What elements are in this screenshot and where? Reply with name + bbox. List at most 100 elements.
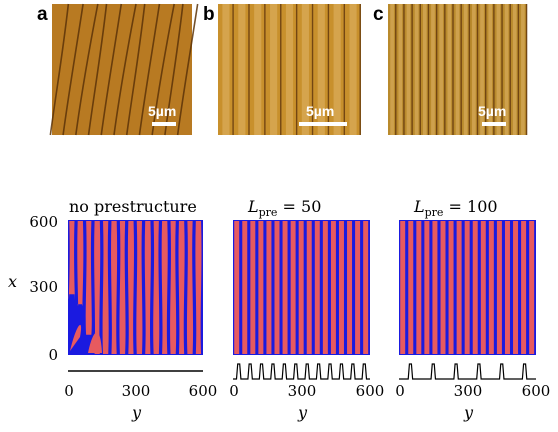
sim-title-lpre-50: Lpre = 50 (247, 197, 321, 219)
scale-bar-a (152, 122, 176, 126)
afm-stripe (49, 3, 70, 136)
sim-stripe (298, 221, 304, 354)
y-axis-panel-3: 0 300 600 y (395, 382, 550, 422)
scale-bar-label-a: 5µm (148, 103, 176, 119)
afm-image-c (388, 4, 528, 135)
y-tick-600: 600 (522, 382, 551, 400)
prestructure-peaks (399, 363, 536, 380)
sim-stripe (488, 221, 494, 354)
afm-stripe-light (317, 4, 325, 135)
sim-stripe (178, 221, 185, 354)
afm-stripe-light (390, 4, 394, 135)
sim-stripe (136, 221, 143, 354)
sim-stripe (529, 221, 535, 354)
sim-stripe (153, 221, 160, 354)
sim-stripe (119, 221, 126, 354)
afm-stripe (113, 3, 137, 136)
y-axis-label: y (297, 403, 308, 422)
panel-label-a: a (37, 4, 48, 25)
sim-stripe (355, 221, 361, 354)
afm-stripe-light (285, 4, 294, 135)
y-axis-panel-1: 0 300 600 y (64, 382, 217, 422)
scale-bar-label-c: 5µm (478, 103, 506, 119)
sim-stripe (496, 221, 502, 354)
afm-panel-c: c 5µm (373, 4, 528, 135)
sim-stripe (266, 221, 272, 354)
sim-stripe (464, 221, 470, 354)
afm-stripe (62, 3, 84, 136)
sim-stripe (400, 221, 406, 354)
sim-title-lpre-100: Lpre = 100 (413, 197, 498, 219)
sim-stripe (77, 221, 84, 306)
sim-stripe (195, 221, 202, 354)
afm-stripe-light (480, 4, 484, 135)
afm-stripe-light (349, 4, 357, 135)
afm-stripe-light (414, 4, 419, 135)
sim-stripe (408, 221, 414, 354)
sim-stripe (170, 221, 177, 354)
sim-stripe (322, 221, 328, 354)
afm-image-a (49, 3, 199, 136)
afm-stripe-light (238, 4, 246, 135)
afm-stripe-light (447, 4, 452, 135)
afm-stripe (176, 3, 199, 136)
sim-stripe (363, 221, 369, 354)
afm-panel-a: a 5µm (37, 3, 199, 136)
sim-stripe (330, 221, 336, 354)
scale-bar-b (299, 122, 347, 126)
afm-stripe-light (254, 4, 262, 135)
sim-blob (88, 332, 102, 353)
sim-stripe (513, 221, 519, 354)
sim-panel-lpre-50 (233, 220, 370, 355)
y-tick-300: 300 (454, 382, 483, 400)
afm-stripe (164, 3, 184, 136)
y-axis-label: y (463, 403, 474, 422)
sim-stripe (258, 221, 264, 354)
afm-stripe-light (496, 4, 501, 135)
sim-stripe (347, 221, 353, 354)
afm-stripe-light (455, 4, 460, 135)
afm-stripe-light (439, 4, 443, 135)
sim-stripe (68, 221, 75, 300)
sim-stripe (242, 221, 248, 354)
sim-stripe (448, 221, 454, 354)
afm-stripe-light (222, 4, 230, 135)
sim-stripe (314, 221, 320, 354)
afm-image-b (218, 4, 361, 135)
y-tick-300: 300 (122, 382, 151, 400)
afm-stripe (138, 3, 161, 136)
sim-stripe (290, 221, 296, 354)
sim-stripe (144, 221, 151, 354)
afm-stripe (75, 3, 99, 136)
sim-stripe (111, 221, 118, 354)
sim-stripe (306, 221, 312, 354)
sim-title-no-prestructure: no prestructure (69, 197, 197, 216)
scale-bar-c (482, 122, 506, 126)
y-tick-600: 600 (356, 382, 385, 400)
sim-blob (70, 324, 82, 351)
y-axis-panel-2: 0 300 600 y (229, 382, 384, 422)
sim-stripe (250, 221, 256, 354)
afm-stripe-light (301, 4, 309, 135)
afm-stripe (151, 3, 175, 136)
x-tick-300: 300 (29, 278, 58, 296)
prestructure-profile-lpre-50 (233, 363, 370, 380)
sim-stripe (424, 221, 430, 354)
sim-stripe (440, 221, 446, 354)
afm-stripe-light (431, 4, 435, 135)
afm-stripe-light (333, 4, 341, 135)
afm-stripe (125, 3, 146, 136)
sim-stripe (456, 221, 462, 354)
afm-stripe-light (463, 4, 468, 135)
afm-panel-b: b 5µm (203, 4, 361, 135)
sim-stripe (521, 221, 527, 354)
sim-stripe (161, 221, 168, 354)
y-tick-0: 0 (64, 382, 74, 400)
sim-stripe (472, 221, 478, 354)
y-tick-0: 0 (229, 382, 239, 400)
afm-stripe-light (472, 4, 476, 135)
panel-label-c: c (373, 4, 384, 25)
afm-stripe-light (422, 4, 427, 135)
y-axis-label: y (131, 403, 142, 422)
